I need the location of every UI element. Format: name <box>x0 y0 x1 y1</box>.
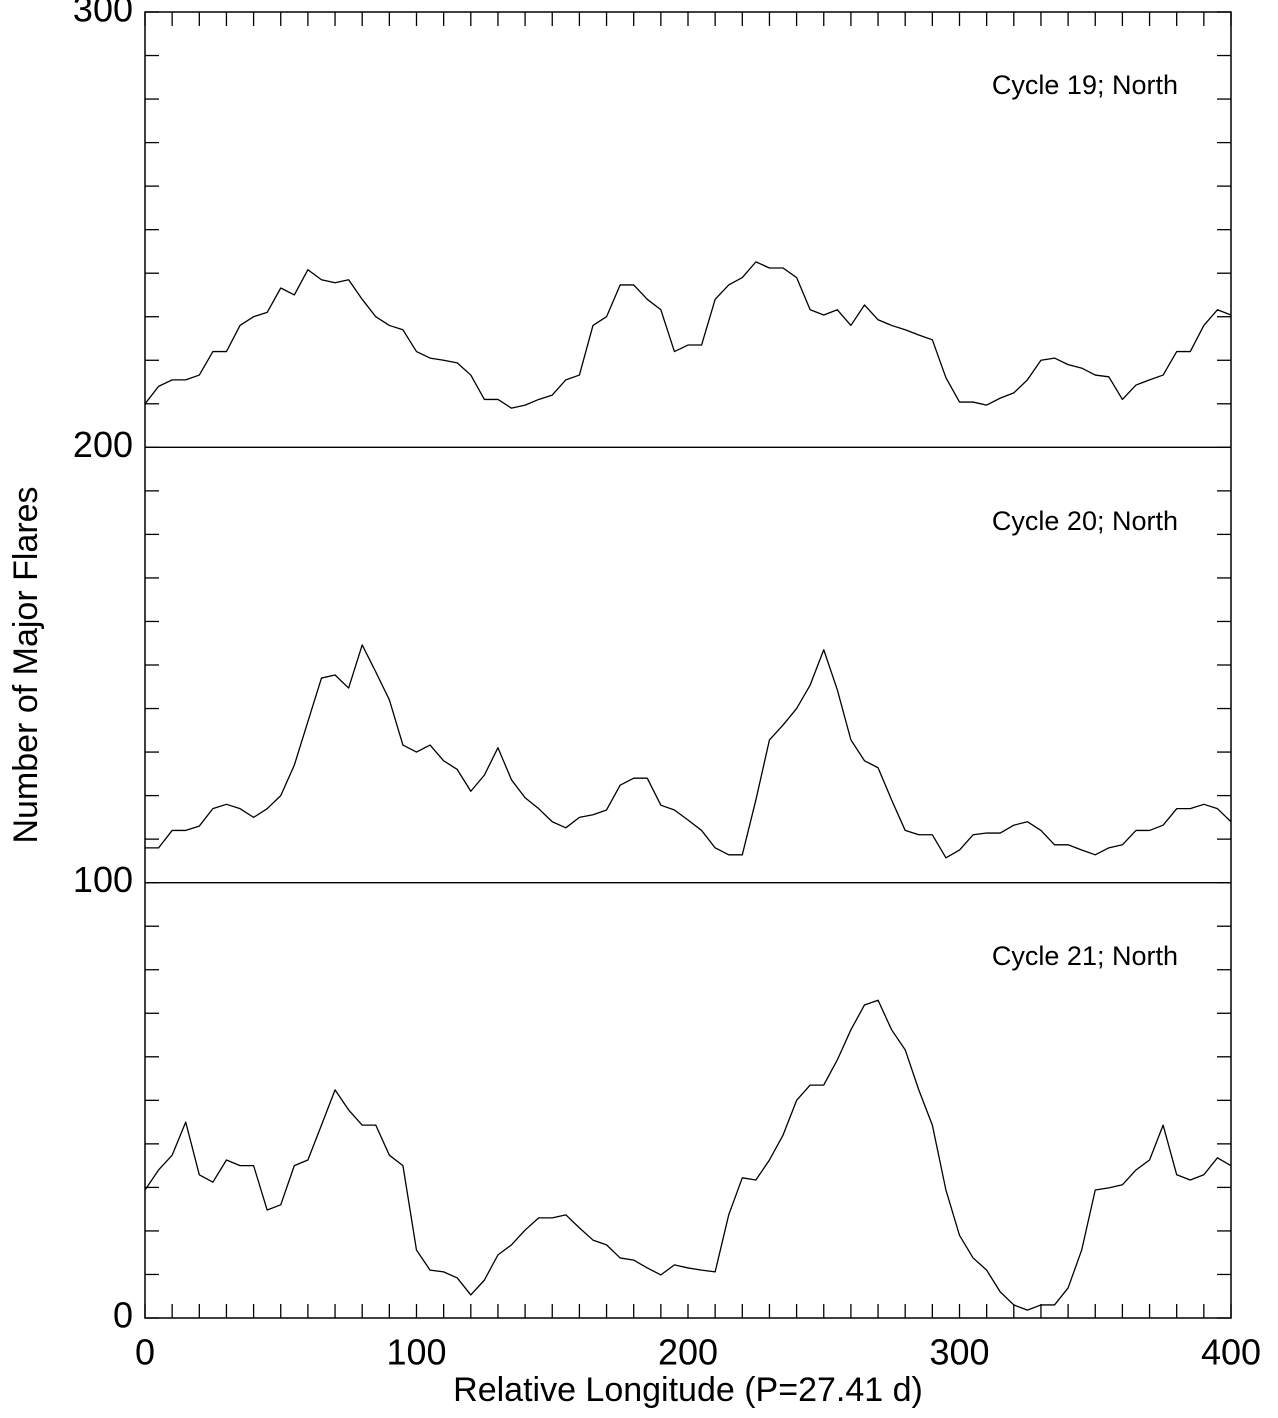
y-tick-label: 100 <box>73 859 133 900</box>
x-tick-label: 200 <box>658 1332 718 1373</box>
series-label: Cycle 19; North <box>992 70 1178 100</box>
x-axis-label: Relative Longitude (P=27.41 d) <box>453 1371 923 1409</box>
x-tick-label: 400 <box>1201 1332 1261 1373</box>
y-tick-label: 0 <box>113 1295 133 1336</box>
x-tick-label: 0 <box>135 1332 155 1373</box>
y-tick-label: 300 <box>73 0 133 30</box>
y-axis-label: Number of Major Flares <box>7 486 45 843</box>
plot-frame <box>144 11 1232 1319</box>
series-line <box>144 999 1232 1311</box>
series-label: Cycle 20; North <box>992 506 1178 536</box>
x-tick-label: 300 <box>929 1332 989 1373</box>
series-line <box>144 261 1232 409</box>
series-line <box>145 644 1232 859</box>
y-tick-label: 200 <box>73 424 133 465</box>
series-label: Cycle 21; North <box>992 941 1178 971</box>
x-tick-label: 100 <box>386 1332 446 1373</box>
